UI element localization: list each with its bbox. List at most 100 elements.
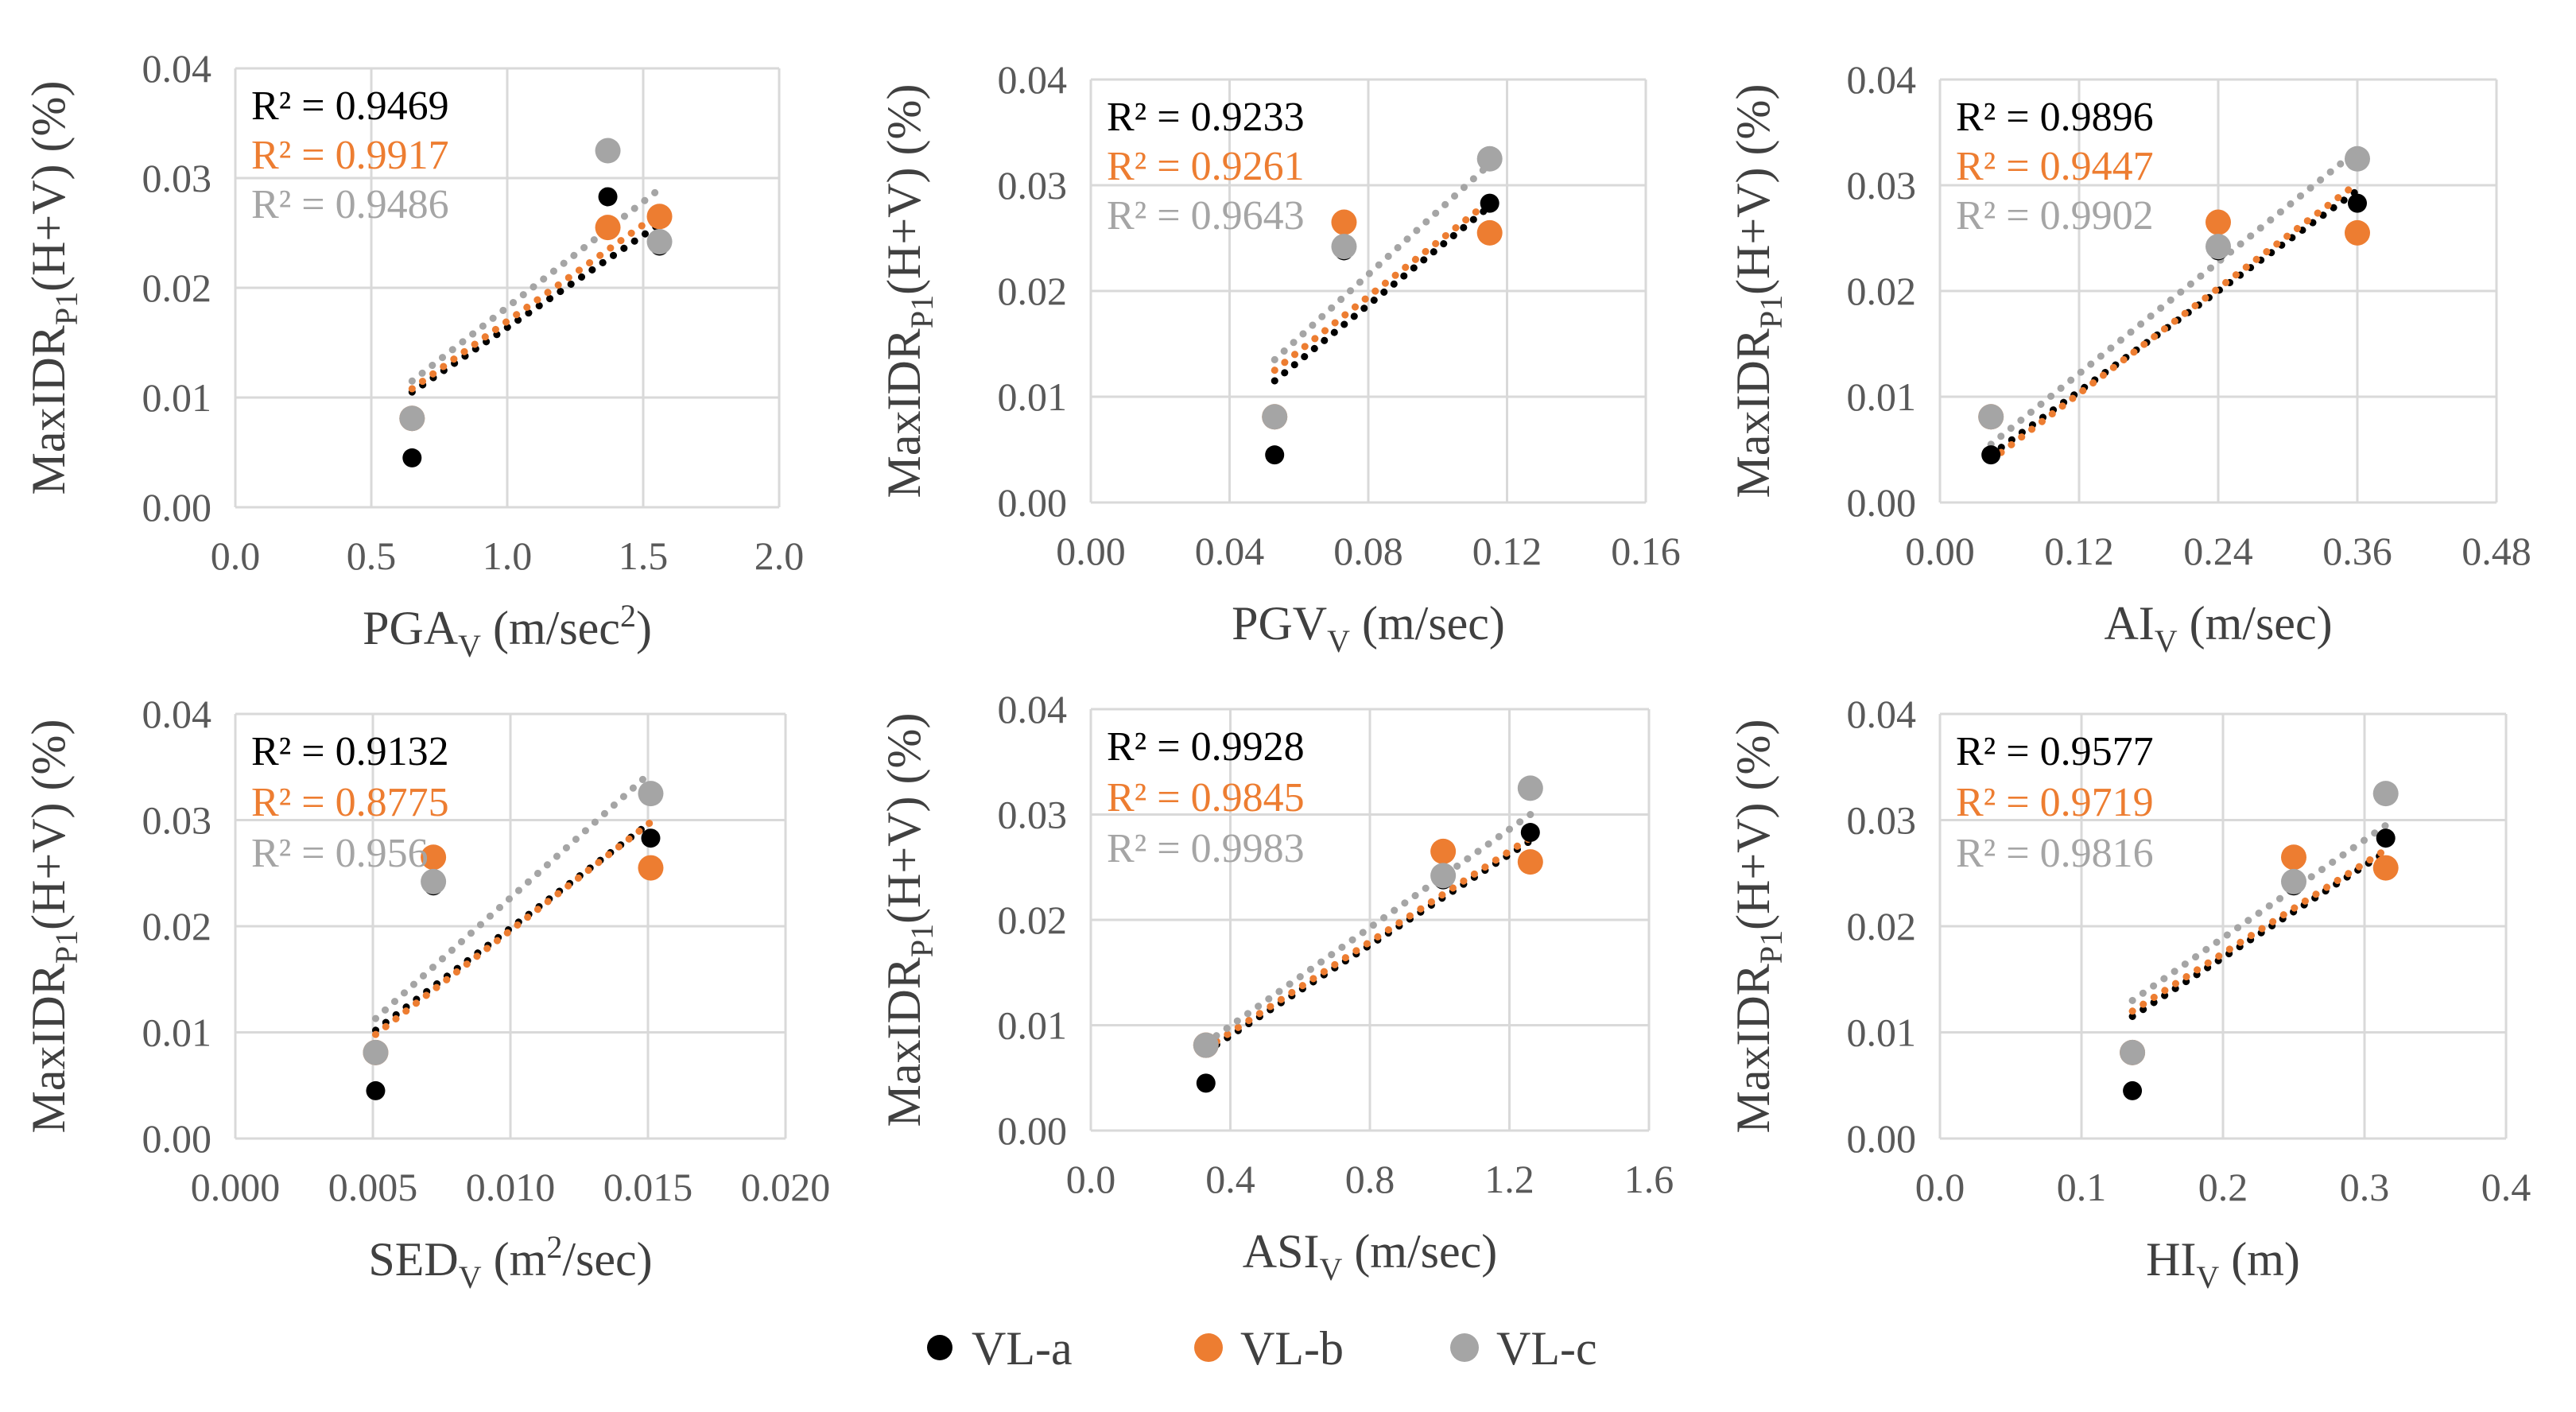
y-tick-label: 0.02 — [1847, 904, 1917, 948]
y-tick-label: 0.01 — [1847, 1011, 1917, 1055]
point-vl-c — [2345, 145, 2370, 172]
point-vl-c — [1517, 775, 1543, 801]
x-tick-label: 0.020 — [741, 1165, 831, 1209]
r2-label-vl-b: R² = 0.9447 — [1956, 144, 2154, 189]
x-tick-label: 0.00 — [1056, 529, 1126, 573]
legend-label-vl-a: VL-a — [972, 1322, 1073, 1375]
x-axis-title: HIV (m) — [2146, 1233, 2300, 1295]
x-axis-title: AIV (m/sec) — [2104, 597, 2332, 659]
r2-label-vl-c: R² = 0.9983 — [1107, 826, 1305, 871]
y-axis-title-sub: P1 — [1753, 930, 1789, 964]
x-axis-title-unit: (m/sec) — [1342, 1225, 1497, 1278]
x-tick-label: 0.24 — [2183, 529, 2253, 573]
point-vl-a — [2376, 828, 2396, 848]
r2-label-vl-b: R² = 0.9261 — [1107, 144, 1305, 189]
point-vl-b — [595, 215, 621, 241]
r2-label-vl-b: R² = 0.9845 — [1107, 775, 1305, 820]
x-axis-title-sub: V — [459, 1259, 482, 1295]
y-tick-label: 0.01 — [142, 1011, 212, 1055]
x-tick-label: 0.12 — [1472, 529, 1542, 573]
x-axis-title-sup: 2 — [620, 598, 636, 634]
point-vl-b — [1430, 838, 1457, 864]
x-axis-title-main: PGA — [363, 602, 458, 654]
legend-marker-vl-a — [927, 1335, 952, 1360]
x-axis-title-sub: V — [2155, 623, 2178, 659]
point-vl-c — [421, 868, 447, 894]
point-vl-a — [402, 448, 422, 467]
x-axis-title-sup: 2 — [546, 1229, 562, 1265]
y-tick-label: 0.01 — [998, 374, 1068, 419]
r2-label-vl-a: R² = 0.9577 — [1956, 729, 2154, 774]
y-tick-label: 0.02 — [998, 898, 1068, 942]
x-axis-title-sub: V — [1327, 623, 1350, 659]
point-vl-c — [2206, 234, 2231, 260]
trendline-vl-c — [1987, 146, 2361, 448]
y-axis-title-main: MaxIDR — [22, 964, 75, 1133]
x-axis-title-unit: (m/sec — [481, 602, 620, 654]
chart-hi: 0.00 0.01 0.02 0.03 0.04 0.0 0.1 0.2 0.3 0.4 R² = … — [1727, 692, 2531, 1295]
x-axis-title: SEDV (m2/sec) — [368, 1229, 652, 1295]
y-tick-label: 0.04 — [142, 46, 212, 91]
point-vl-c — [1430, 863, 1457, 889]
r2-label-vl-a: R² = 0.9233 — [1107, 95, 1305, 140]
r2-label-vl-c: R² = 0.9816 — [1956, 831, 2154, 876]
x-axis-title-sub: V — [2196, 1259, 2219, 1295]
point-vl-b — [2345, 219, 2370, 246]
chart-asi: 0.00 0.01 0.02 0.03 0.04 0.0 0.4 0.8 1.2 1.6 R² = … — [878, 687, 1674, 1287]
point-vl-c — [1978, 404, 2004, 430]
x-tick-label: 0.04 — [1195, 529, 1265, 573]
trendline-vl-a — [408, 220, 664, 396]
y-axis-title: MaxIDRP1(H+V) (%) — [22, 81, 84, 495]
x-tick-label: 0.2 — [2198, 1165, 2248, 1209]
trendline-vl-b — [1987, 179, 2361, 464]
y-tick-label: 0.04 — [1847, 692, 1917, 736]
point-vl-b — [2372, 855, 2399, 881]
trendline-vl-b — [408, 209, 664, 393]
y-axis-title: MaxIDRP1(H+V) (%) — [878, 713, 940, 1127]
r2-label-vl-c: R² = 0.9902 — [1956, 193, 2154, 239]
point-vl-c — [638, 781, 664, 807]
legend: VL-a VL-b VL-c — [927, 1322, 1597, 1375]
x-tick-label: 0.0 — [1066, 1157, 1116, 1201]
x-axis-title: ASIV (m/sec) — [1243, 1225, 1498, 1287]
point-vl-b — [1331, 209, 1357, 235]
y-tick-label: 0.00 — [142, 485, 212, 530]
chart-sed: 0.00 0.01 0.02 0.03 0.04 0.000 0.005 0.010 0.015… — [22, 692, 830, 1295]
y-axis-title: MaxIDRP1(H+V) (%) — [1727, 84, 1789, 498]
point-vl-c — [2120, 1039, 2146, 1065]
x-axis-title-sub: V — [1319, 1251, 1342, 1287]
trendline-vl-c — [1271, 160, 1494, 363]
y-tick-label: 0.03 — [142, 156, 212, 200]
y-tick-label: 0.00 — [1847, 1116, 1917, 1161]
x-axis-title-tail: /sec) — [562, 1233, 652, 1286]
x-axis-title-main: SED — [368, 1233, 458, 1286]
r2-label-vl-b: R² = 0.9917 — [251, 133, 449, 178]
trendline-vl-a — [1271, 203, 1494, 385]
x-tick-label: 0.00 — [1905, 529, 1975, 573]
point-vl-a — [1196, 1073, 1216, 1093]
point-vl-b — [638, 855, 664, 881]
y-axis-title-tail: (H+V) (%) — [878, 84, 930, 295]
y-tick-label: 0.03 — [142, 798, 212, 843]
x-tick-label: 0.48 — [2462, 529, 2531, 573]
y-axis-title: MaxIDRP1(H+V) (%) — [1727, 720, 1789, 1134]
r2-label-vl-b: R² = 0.8775 — [251, 780, 449, 825]
x-axis-title: PGAV (m/sec2) — [363, 598, 652, 664]
x-tick-label: 2.0 — [755, 533, 805, 578]
y-axis-title-tail: (H+V) (%) — [22, 720, 75, 930]
x-tick-label: 0.16 — [1611, 529, 1681, 573]
r2-label-vl-a: R² = 0.9469 — [251, 83, 449, 129]
chart-pga: 0.00 0.01 0.02 0.03 0.04 0.0 0.5 1.0 1.5 2.0 R² = … — [22, 46, 804, 664]
y-tick-label: 0.00 — [142, 1116, 212, 1161]
x-tick-label: 0.005 — [328, 1165, 418, 1209]
trendline-vl-b — [1202, 834, 1534, 1053]
x-tick-label: 0.5 — [347, 533, 397, 578]
point-vl-a — [1981, 445, 2001, 465]
x-axis-title-unit: (m) — [2219, 1233, 2300, 1286]
point-vl-b — [646, 204, 673, 230]
x-axis-title-main: PGV — [1232, 597, 1327, 650]
y-tick-label: 0.03 — [1847, 798, 1917, 843]
y-axis-title-sub: P1 — [904, 924, 940, 957]
trendline-vl-c — [1202, 811, 1534, 1047]
